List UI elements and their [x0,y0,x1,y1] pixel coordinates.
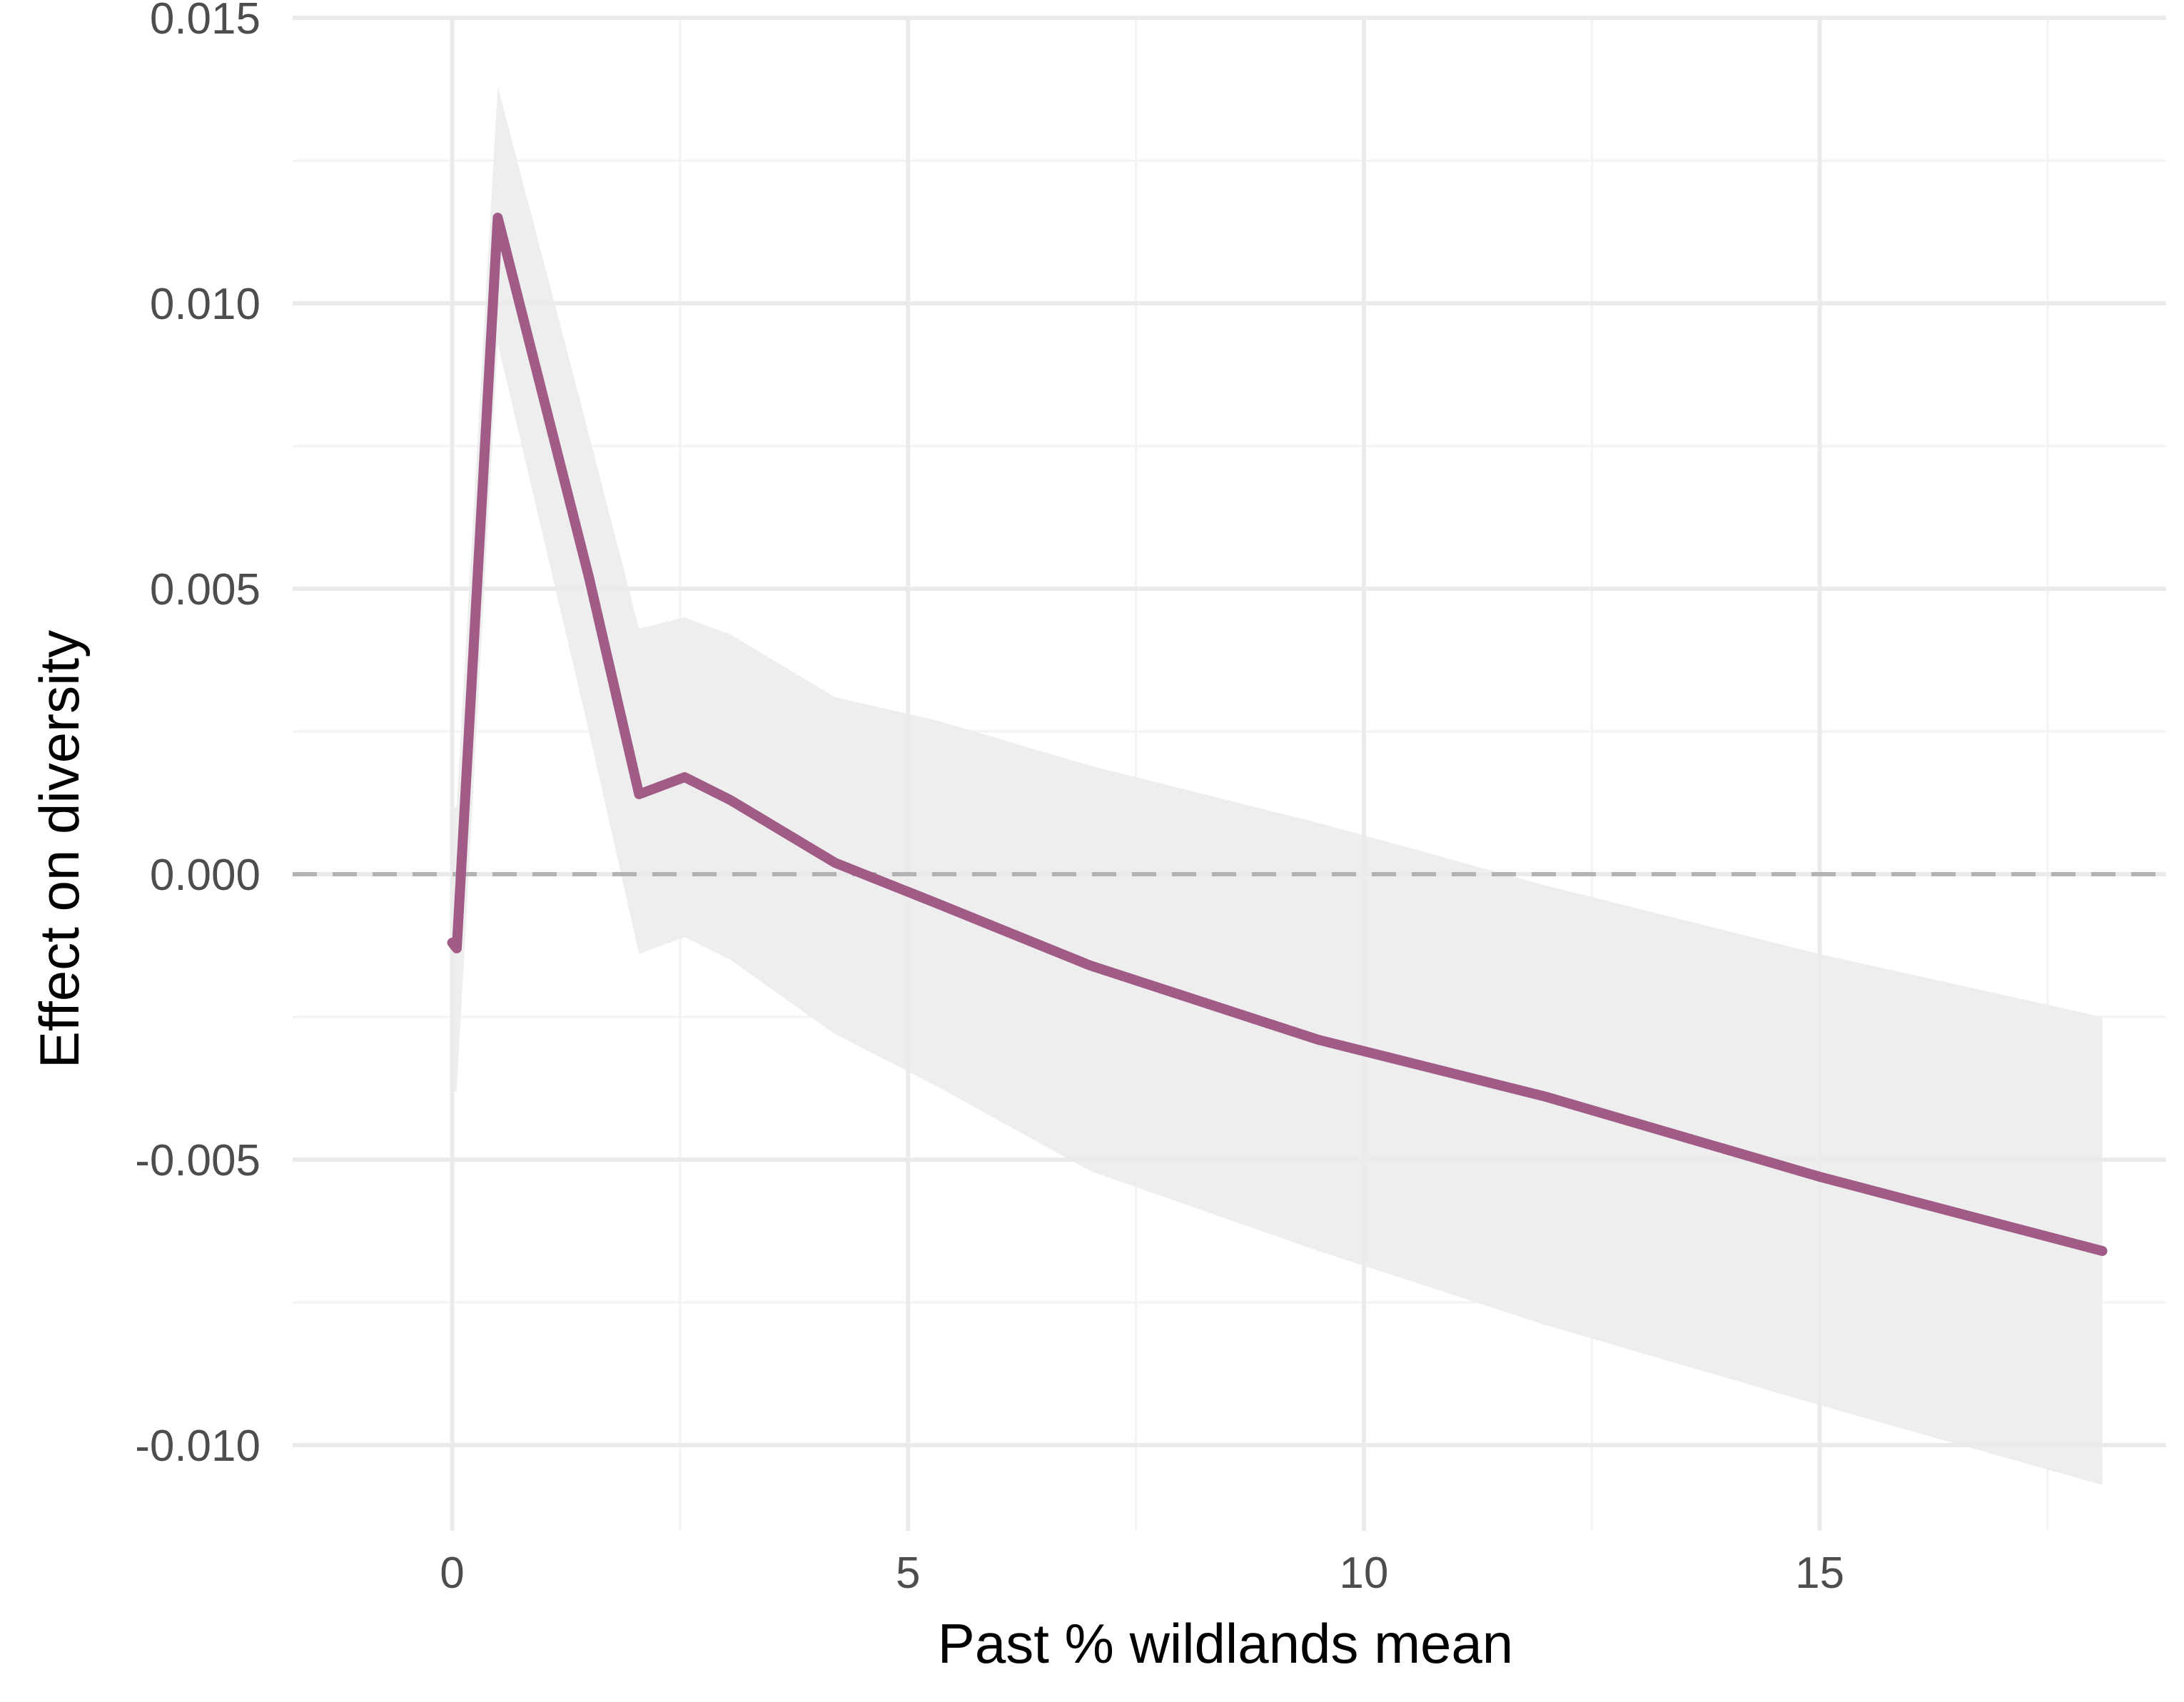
x-tick-label-3: 15 [1795,1549,1844,1598]
y-axis-title: Effect on diversity [28,630,91,1068]
y-tick-label-2: 0.000 [150,851,261,900]
y-tick-label-4: 0.010 [150,280,261,329]
y-tick-labels: -0.010 -0.005 0.000 0.005 0.010 0.015 [135,0,261,1471]
y-tick-label-0: -0.010 [135,1422,261,1471]
y-tick-label-3: 0.005 [150,565,261,614]
y-tick-label-5: 0.015 [150,0,261,44]
series-lines [447,213,2108,1256]
x-axis-title: Past % wildlands mean [938,1612,1513,1675]
x-tick-label-1: 5 [896,1549,920,1598]
effect-line-0 [447,213,2108,1256]
x-tick-labels: 0 5 10 15 [440,1549,1844,1598]
x-tick-label-2: 10 [1339,1549,1388,1598]
x-tick-label-0: 0 [440,1549,464,1598]
y-tick-label-1: -0.005 [135,1136,261,1185]
